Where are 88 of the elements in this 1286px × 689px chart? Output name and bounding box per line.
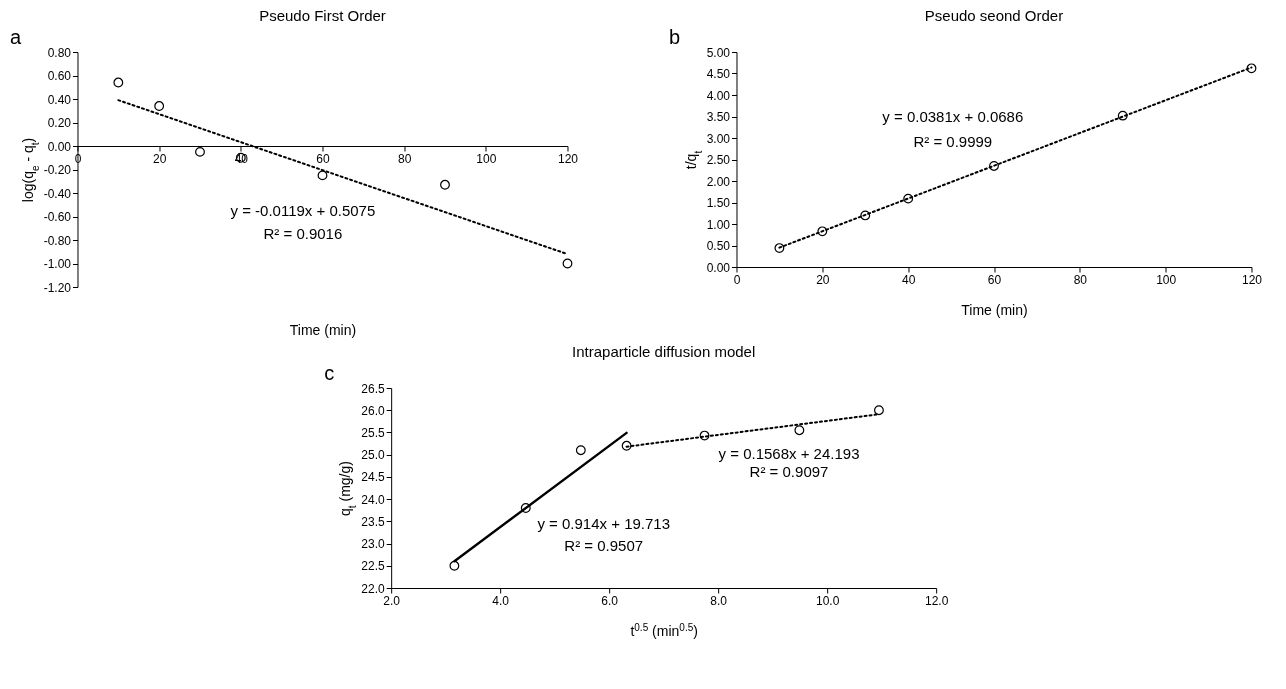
y-tick-label: 4.00 [706,88,731,103]
y-tick-label: 5.00 [706,45,731,60]
point [520,503,531,513]
point [440,179,450,190]
x-tick-label: 20 [152,151,167,166]
x-tick-label: 0 [74,151,82,166]
x-tick-label: 100 [1156,272,1177,287]
y-tick-label: 22.5 [361,559,385,574]
y-tick-label: 26.5 [361,381,385,396]
annotation: R² = 0.9097 [749,463,829,480]
y-tick-label: 0.00 [47,139,72,154]
y-tick-label: 24.5 [361,470,385,485]
y-tick-label: 2.00 [706,174,731,189]
annotation: y = 0.0381x + 0.0686 [882,107,1024,125]
x-tick-label: 60 [316,151,330,166]
y-tick-label: 1.00 [706,217,731,232]
chart-title: Intraparticle diffusion model [572,343,756,360]
text: b [668,26,681,48]
x-tick-label: 120 [1241,272,1263,287]
x-tick-label: 8.0 [710,593,728,608]
x-tick-label: 2.0 [383,593,401,608]
point [794,425,805,436]
x-tick-label: 120 [557,151,579,166]
x-tick-label: 80 [1073,272,1088,287]
x-tick-label: 60 [987,272,1002,287]
x-tick-label: 12.0 [924,593,949,608]
text: c [324,362,335,384]
y-tick-label: 2.50 [706,153,731,167]
x-tick-label: 80 [397,151,412,166]
point [989,161,999,171]
x-tick-label: 0 [733,272,741,287]
y-tick-label: -0.60 [43,210,72,224]
point [621,440,632,451]
y-tick-label: 22.0 [361,581,385,596]
point [575,445,586,456]
y-tick-label: 1.50 [706,196,731,210]
annotation: y = -0.0119x + 0.5075 [230,201,376,219]
point [903,193,914,204]
point [317,170,328,181]
y-tick-label: 0.80 [47,45,72,60]
point [874,405,884,416]
x-tick-label: 100 [476,151,497,166]
chart-title: Pseudo First Order [259,7,386,24]
annotation: R² = 0.9999 [913,133,993,151]
annotation: R² = 0.9016 [263,225,343,243]
y-tick-label: 25.5 [361,425,385,440]
y-tick-label: 24.0 [361,492,385,507]
y-tick-label: -1.20 [43,280,72,295]
y-tick-label: 25.0 [361,448,385,463]
x-tick-label: 40 [901,272,916,287]
y-tick-label: 3.50 [706,110,731,124]
x-tick-label: 6.0 [601,593,619,608]
point [113,77,124,88]
x-tick-label: 20 [816,272,830,287]
annotation: R² = 0.9507 [564,537,644,554]
y-tick-label: 23.5 [361,514,385,529]
x-axis-title: Time (min) [961,301,1028,318]
y-tick-label: 0.50 [706,239,731,253]
point [562,258,573,269]
x-axis-title: t$^{0.5}$ (min$^{0.5}$) [630,621,698,639]
x-tick-label: 4.0 [492,593,510,608]
annotation: y = 0.914x + 19.713 [537,515,671,532]
point [1117,110,1128,121]
y-tick-label: -1.00 [43,257,72,271]
point [699,430,710,441]
y-tick-label: 23.0 [361,537,385,552]
y-tick-label: 0.20 [47,116,72,130]
y-tick-label: -0.80 [43,233,72,248]
point [449,560,460,571]
y-tick-label: 0.60 [47,69,72,83]
point [860,210,871,221]
x-axis-title: Time (min) [289,321,357,338]
point [1246,63,1257,74]
annotation: y = 0.1568x + 24.193 [718,445,860,462]
y-tick-label: 0.00 [706,260,731,275]
y-tick-label: -0.40 [43,186,72,201]
point [154,101,165,111]
text: a [9,26,22,48]
y-tick-label: 26.0 [361,403,385,418]
y-tick-label: 3.00 [706,131,731,146]
chart-title: Pseudo seond Order [924,7,1064,24]
point [817,226,828,237]
x-tick-label: 10.0 [815,593,840,608]
y-tick-label: 4.50 [706,67,731,81]
point [774,243,785,253]
y-tick-label: 0.40 [47,92,72,107]
point [195,146,205,157]
y-tick-label: -0.20 [43,163,72,177]
